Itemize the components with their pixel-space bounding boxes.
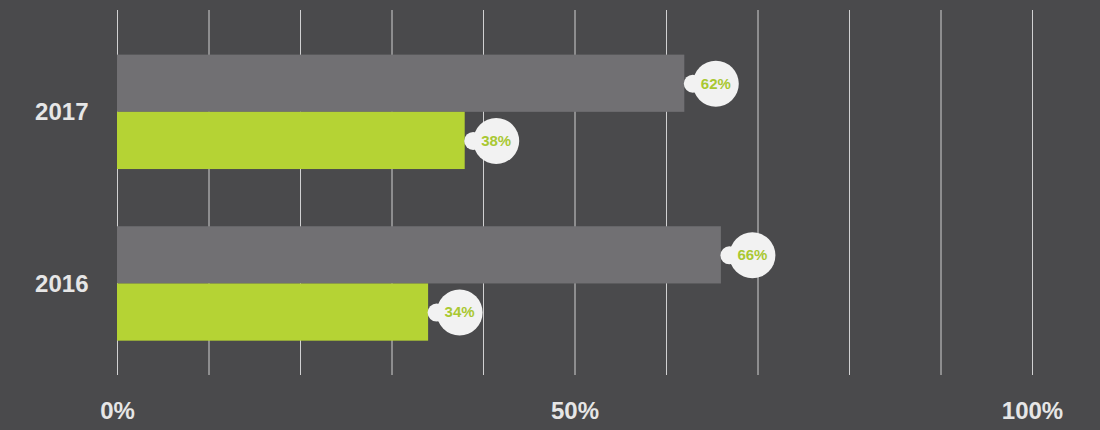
svg-text:100%: 100%: [1002, 397, 1063, 424]
svg-text:2017: 2017: [35, 98, 88, 125]
svg-text:34%: 34%: [445, 303, 475, 320]
svg-text:50%: 50%: [551, 397, 599, 424]
svg-text:38%: 38%: [481, 132, 511, 149]
svg-text:62%: 62%: [701, 75, 731, 92]
svg-text:66%: 66%: [737, 246, 767, 263]
svg-text:2016: 2016: [35, 270, 88, 297]
svg-text:0%: 0%: [100, 397, 135, 424]
